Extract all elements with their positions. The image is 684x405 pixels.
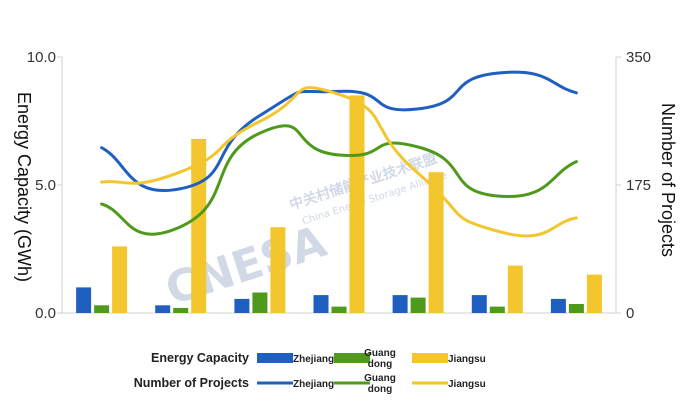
bar-guang-dong: [331, 306, 347, 313]
legend-entry-label: Guang dong: [364, 348, 396, 370]
legend-entry-line: dong: [368, 384, 392, 395]
bar-guang-dong: [252, 292, 268, 313]
bar-zhejiang: [471, 295, 487, 313]
axes: 0.0 5.0 10.0 0 175 350 Energy Capacity (GWh) Nu…: [14, 49, 678, 322]
bar-guang-dong: [94, 305, 110, 313]
legend-entry-label: Jiangsu: [448, 354, 486, 365]
left-tick-label: 5.0: [35, 177, 56, 194]
bar-zhejiang: [76, 287, 92, 313]
right-tick-label: 350: [626, 49, 651, 66]
bar-jiangsu: [586, 274, 602, 313]
left-tick-label: 0.0: [35, 305, 56, 322]
bar-jiangsu: [428, 172, 444, 313]
bar-zhejiang: [155, 305, 171, 313]
legend-entry-line: Guang: [364, 348, 396, 359]
legend-title-bar: Energy Capacity: [151, 351, 249, 365]
legend-title-line: Number of Projects: [134, 376, 249, 390]
bars: [76, 95, 602, 314]
bar-guang-dong: [410, 297, 426, 313]
bar-guang-dong: [568, 304, 584, 313]
bar-zhejiang: [234, 298, 250, 313]
right-tick-label: 175: [626, 177, 651, 194]
left-tick-label: 10.0: [27, 49, 56, 66]
right-axis-title: Number of Projects: [658, 103, 678, 257]
line-zhejiang: [100, 70, 578, 192]
legend-entry-label: Jiangsu: [448, 379, 486, 390]
legend-swatch-bar: [412, 353, 448, 363]
legend-entry-label: Zhejiang: [293, 354, 334, 365]
bar-jiangsu: [270, 227, 286, 313]
bar-zhejiang: [392, 295, 408, 313]
right-tick-label: 0: [626, 305, 634, 322]
line-guang-dong: [100, 124, 578, 236]
bar-guang-dong: [489, 306, 505, 313]
left-axis-title: Energy Capacity (GWh): [14, 92, 34, 282]
bar-jiangsu: [349, 95, 365, 314]
legend-swatch-bar: [334, 353, 370, 363]
legend-entry-line: dong: [368, 359, 392, 370]
line-jiangsu: [100, 86, 578, 238]
legend-entry-line: Guang: [364, 373, 396, 384]
legend-entry-label: Zhejiang: [293, 379, 334, 390]
bar-jiangsu: [507, 265, 523, 313]
lines: [100, 70, 578, 238]
legend-entry-label: Guang dong: [364, 373, 396, 395]
bar-jiangsu: [112, 246, 128, 313]
bar-zhejiang: [550, 298, 566, 313]
bar-guang-dong: [173, 307, 189, 313]
bar-zhejiang: [313, 295, 329, 313]
legend-swatch-bar: [257, 353, 293, 363]
